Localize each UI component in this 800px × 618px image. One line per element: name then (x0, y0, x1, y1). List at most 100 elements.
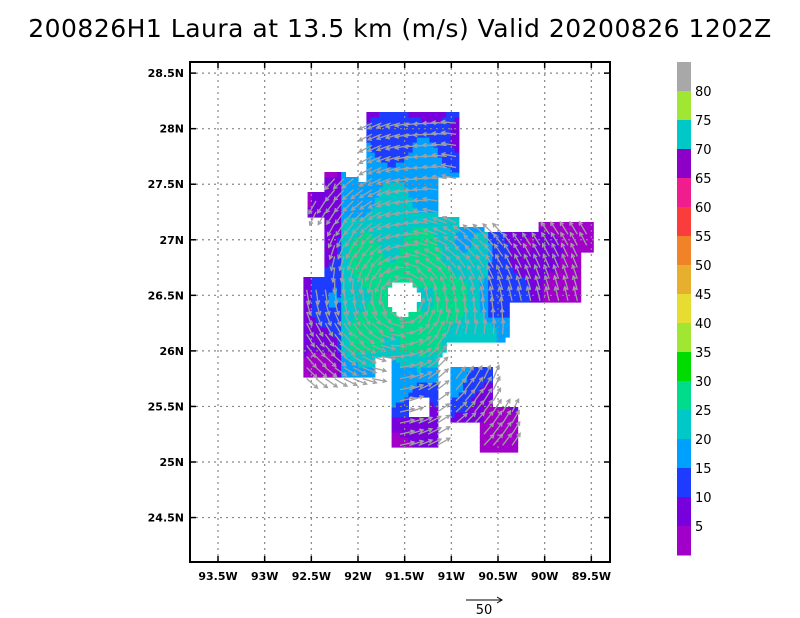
wind-vector (545, 286, 550, 302)
field-cell (412, 172, 418, 178)
field-cell (547, 257, 552, 263)
field-cell (425, 432, 430, 438)
field-cell (433, 412, 439, 418)
wind-vector-head (361, 360, 367, 365)
field-cell (311, 332, 317, 338)
field-cell (383, 162, 388, 168)
field-cell (437, 272, 443, 278)
field-cell (374, 157, 380, 163)
field-cell (383, 172, 388, 178)
field-cell (450, 272, 456, 278)
wind-vector-head (362, 264, 368, 270)
wind-vector-head (368, 227, 374, 232)
field-cell (370, 342, 376, 348)
wind-vector-head (425, 257, 431, 263)
wind-vector-head (359, 216, 365, 222)
wind-vector (381, 333, 395, 341)
wind-vector (447, 266, 457, 280)
field-cell (479, 427, 485, 433)
wind-vector-head (403, 122, 409, 128)
wind-vector (441, 163, 457, 169)
field-cell (454, 367, 460, 373)
field-cell (374, 307, 380, 313)
field-cell (559, 277, 565, 283)
field-cell (316, 282, 321, 288)
field-cell (341, 322, 346, 328)
field-cell (450, 382, 456, 388)
wind-vector (361, 244, 373, 257)
field-cell (580, 247, 586, 253)
wind-vector (409, 278, 420, 291)
field-cell (425, 202, 430, 208)
field-cell (563, 297, 569, 303)
field-cell (446, 332, 451, 338)
field-cell (450, 172, 456, 178)
colorbar-label: 5 (695, 520, 703, 535)
field-cell (395, 317, 401, 323)
wind-vector (495, 254, 504, 268)
field-cell (345, 197, 351, 203)
field-cell (576, 272, 582, 278)
field-cell (404, 137, 409, 143)
field-cell (425, 427, 430, 433)
wind-vector-head (522, 242, 528, 248)
wind-vector-head (376, 319, 381, 326)
field-cell (395, 357, 401, 363)
field-cell (421, 177, 426, 183)
field-cell (400, 112, 405, 118)
wind-vector (315, 311, 322, 326)
field-cell (391, 342, 397, 348)
field-cell (311, 327, 317, 333)
wind-vector-head (393, 178, 400, 184)
wind-vector (422, 187, 438, 191)
field-cell (395, 112, 401, 118)
field-cell (421, 347, 426, 353)
field-cell (412, 252, 418, 258)
wind-vector (427, 334, 439, 346)
field-cell (446, 277, 451, 283)
field-cell (303, 352, 309, 358)
wind-vector-head (352, 241, 358, 247)
field-cell (442, 227, 447, 233)
field-cell (387, 222, 393, 228)
field-cell (458, 302, 464, 308)
field-cell (450, 157, 456, 163)
wind-vector (526, 286, 532, 302)
colorbar-label: 80 (695, 85, 712, 100)
field-cell (467, 327, 472, 333)
field-cell (345, 177, 351, 183)
field-cell (488, 247, 493, 253)
field-cell (387, 252, 393, 258)
colorbar-label: 65 (695, 172, 712, 187)
field-cell (341, 372, 346, 378)
field-cell (311, 307, 317, 313)
field-cell (429, 172, 435, 178)
field-cell (484, 302, 489, 308)
field-cell (454, 337, 460, 343)
field-cell (416, 152, 422, 158)
field-cell (374, 312, 380, 318)
field-cell (391, 402, 397, 408)
field-cell (358, 337, 363, 343)
wind-vector-head (445, 426, 451, 431)
field-cell (404, 207, 409, 213)
field-cell (341, 212, 346, 218)
wind-vector (330, 256, 336, 271)
field-cell (324, 232, 330, 238)
field-cell (496, 417, 502, 423)
wind-vector-head (366, 158, 373, 164)
field-cell (408, 117, 414, 123)
wind-vector-head (403, 252, 409, 257)
field-cell (500, 287, 506, 293)
wind-vector-head (366, 320, 371, 326)
field-cell (383, 267, 388, 273)
wind-vector-head (506, 409, 512, 415)
field-cell (379, 282, 384, 288)
field-cell (492, 432, 498, 438)
field-cell (454, 162, 460, 168)
field-cell (488, 317, 493, 323)
field-cell (450, 242, 456, 248)
field-cell (425, 442, 430, 448)
wind-vector (455, 401, 467, 413)
